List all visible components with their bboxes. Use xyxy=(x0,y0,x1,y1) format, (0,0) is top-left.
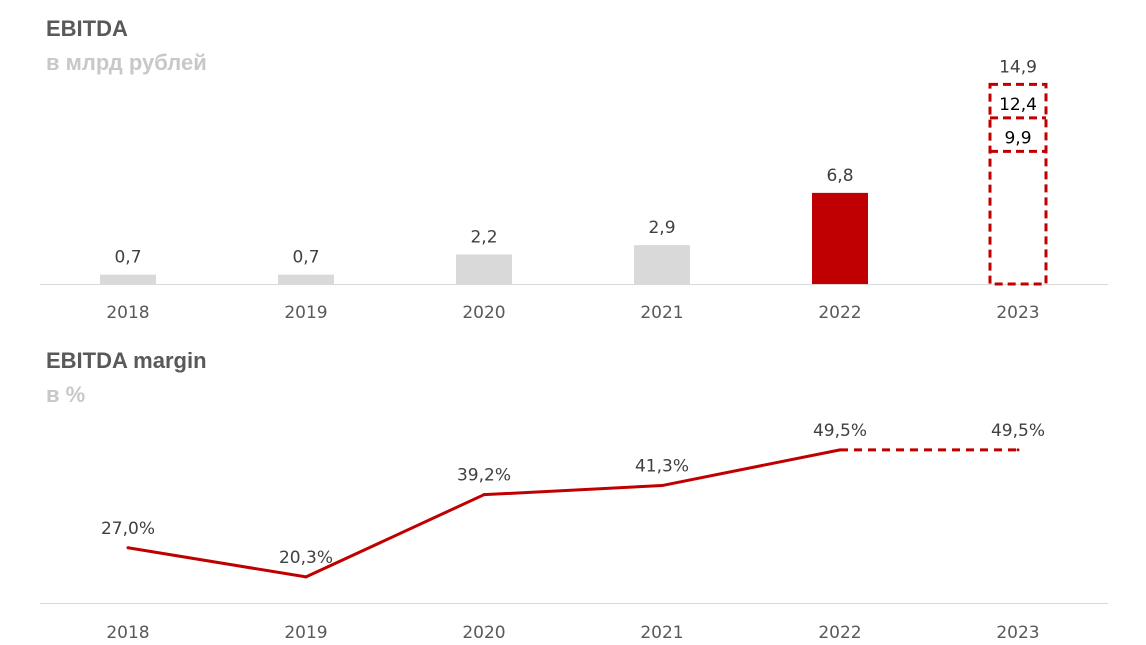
line-chart: 27,0% 2018 20,3% 2019 39,2% 2020 41,3% 2021 49,5… xyxy=(40,421,1108,643)
bar-2022 xyxy=(812,192,868,284)
bar-x-tick-2023: 2023 xyxy=(996,303,1039,323)
margin-point-2020 xyxy=(482,493,486,497)
forecast-bar-2023 xyxy=(988,82,1048,286)
bar-2021 xyxy=(634,245,690,284)
bar-2019 xyxy=(278,274,334,284)
line-chart-title: EBITDA margin xyxy=(46,348,207,373)
bar-value-label-2019: 0,7 xyxy=(292,248,319,268)
line-x-tick-2021: 2021 xyxy=(640,623,683,643)
line-x-tick-2018: 2018 xyxy=(106,623,149,643)
margin-point-2022 xyxy=(838,448,842,452)
line-x-tick-2022: 2022 xyxy=(818,623,861,643)
line-chart-subtitle: в % xyxy=(46,382,85,407)
margin-point-2019 xyxy=(304,575,308,579)
margin-value-label-2022: 49,5% xyxy=(813,421,867,441)
line-x-tick-2020: 2020 xyxy=(462,623,505,643)
margin-value-label-2023: 49,5% xyxy=(991,421,1045,441)
bar-2020 xyxy=(456,254,512,284)
margin-value-label-2020: 39,2% xyxy=(457,466,511,486)
margin-point-2021 xyxy=(660,484,664,488)
bar-x-tick-2020: 2020 xyxy=(462,303,505,323)
forecast-value-label-0: 9,9 xyxy=(1004,128,1031,148)
bar-chart-subtitle: в млрд рублей xyxy=(46,50,207,75)
bar-chart-title: EBITDA xyxy=(46,16,128,41)
margin-value-label-2021: 41,3% xyxy=(635,457,689,477)
bar-value-label-2018: 0,7 xyxy=(114,248,141,268)
bar-2018 xyxy=(100,274,156,284)
bar-chart: 0,7 2018 0,7 2019 2,2 2020 2,9 2021 6,8 2022 2023 9… xyxy=(40,57,1108,323)
bar-x-tick-2022: 2022 xyxy=(818,303,861,323)
forecast-value-label-2: 14,9 xyxy=(999,57,1037,77)
margin-value-label-2018: 27,0% xyxy=(101,519,155,539)
line-x-tick-2023: 2023 xyxy=(996,623,1039,643)
bar-x-tick-2021: 2021 xyxy=(640,303,683,323)
margin-value-label-2019: 20,3% xyxy=(279,548,333,568)
line-x-tick-2019: 2019 xyxy=(284,623,327,643)
bar-x-tick-2019: 2019 xyxy=(284,303,327,323)
bar-value-label-2020: 2,2 xyxy=(470,228,497,248)
bar-value-label-2022: 6,8 xyxy=(826,166,853,186)
bar-x-tick-2018: 2018 xyxy=(106,303,149,323)
margin-point-2018 xyxy=(126,546,130,550)
margin-point-2023 xyxy=(1016,448,1020,452)
forecast-value-label-1: 12,4 xyxy=(999,95,1037,115)
bar-value-label-2021: 2,9 xyxy=(648,218,675,238)
